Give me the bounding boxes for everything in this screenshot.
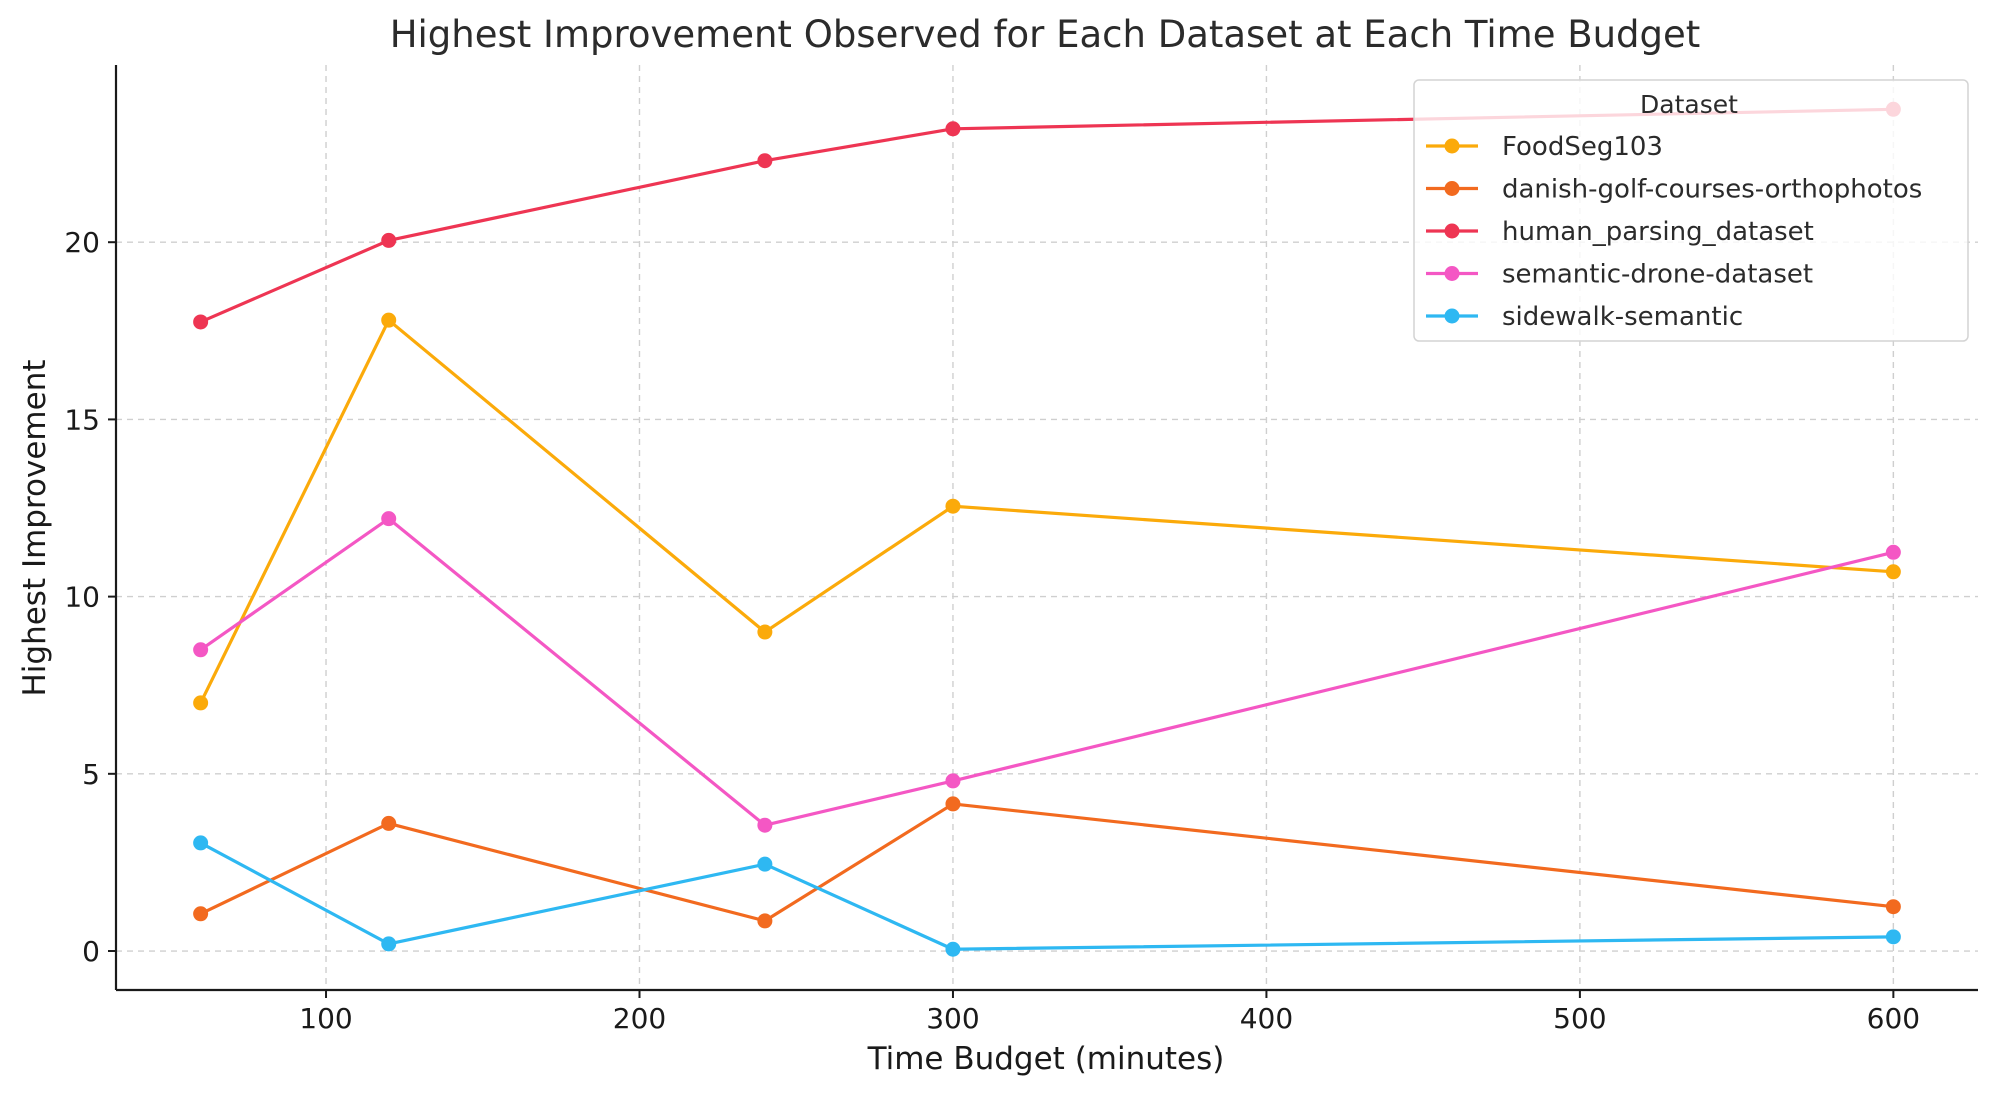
legend-item: danish-golf-courses-orthophotos [1426, 175, 1922, 205]
series-sidewalk-semantic [193, 835, 1901, 957]
x-axis-ticks: 100 200 300 400 500 600 [299, 990, 1920, 1035]
legend-items: FoodSeg103 danish-golf-courses-orthophoto… [1426, 132, 1922, 332]
legend-label: human_parsing_dataset [1502, 217, 1814, 247]
data-point [193, 906, 209, 922]
legend-box [1413, 79, 1969, 342]
y-tick-label: 5 [82, 758, 100, 791]
series-danish-golf-courses-orthophotos [193, 796, 1901, 929]
data-point [193, 314, 209, 330]
y-tick-label: 10 [64, 581, 100, 614]
data-point [193, 835, 209, 851]
x-tick-label: 500 [1553, 1002, 1606, 1035]
data-point [757, 856, 773, 872]
legend-item: semantic-drone-dataset [1426, 260, 1813, 290]
legend-label: danish-golf-courses-orthophotos [1502, 175, 1922, 205]
legend-label: FoodSeg103 [1502, 132, 1663, 162]
y-tick-label: 20 [64, 226, 100, 259]
data-point [381, 936, 397, 952]
legend-swatch-marker [1444, 138, 1460, 154]
series-layer [193, 101, 1901, 957]
legend-item: human_parsing_dataset [1426, 217, 1814, 247]
x-tick-label: 300 [926, 1002, 979, 1035]
data-point [381, 232, 397, 248]
data-point [1885, 544, 1901, 560]
data-point [381, 312, 397, 328]
chart-title: Highest Improvement Observed for Each Da… [390, 13, 1701, 56]
data-point [193, 642, 209, 658]
x-axis-label: Time Budget (minutes) [867, 1041, 1225, 1077]
series-line [199, 841, 1894, 951]
data-point [757, 624, 773, 640]
legend-label: semantic-drone-dataset [1502, 260, 1813, 290]
data-point [945, 773, 961, 789]
data-point [757, 913, 773, 929]
series-line [199, 517, 1894, 827]
legend-item: sidewalk-semantic [1426, 302, 1743, 332]
data-point [945, 796, 961, 812]
legend-swatch-marker [1444, 266, 1460, 281]
series-semantic-drone-dataset [193, 511, 1901, 833]
legend: Dataset FoodSeg103 danish-golf-courses-or… [1413, 79, 1969, 342]
y-axis-label: Highest Improvement [17, 359, 53, 696]
y-tick-label: 15 [64, 403, 100, 436]
data-point [1885, 899, 1901, 915]
data-point [945, 498, 961, 514]
legend-swatch-marker [1444, 308, 1460, 324]
legend-swatch-marker [1444, 181, 1460, 196]
series-FoodSeg103 [193, 312, 1901, 711]
x-tick-label: 600 [1867, 1002, 1920, 1035]
data-point [1885, 929, 1901, 945]
data-point [757, 817, 773, 833]
x-tick-label: 200 [613, 1002, 666, 1035]
data-point [945, 941, 961, 957]
x-tick-label: 400 [1240, 1002, 1293, 1035]
y-axis-ticks: 0 5 10 15 20 [64, 226, 116, 968]
data-point [193, 695, 209, 711]
series-line [199, 802, 1894, 923]
data-point [757, 153, 773, 169]
data-point [1885, 564, 1901, 580]
legend-title: Dataset [1640, 90, 1738, 119]
y-tick-label: 0 [82, 935, 100, 968]
legend-label: sidewalk-semantic [1502, 302, 1743, 332]
series-line [199, 318, 1894, 704]
legend-item: FoodSeg103 [1426, 132, 1663, 162]
data-point [945, 121, 961, 137]
data-point [381, 815, 397, 831]
data-point [381, 511, 397, 527]
x-tick-label: 100 [299, 1002, 352, 1035]
legend-swatch-marker [1444, 223, 1460, 239]
